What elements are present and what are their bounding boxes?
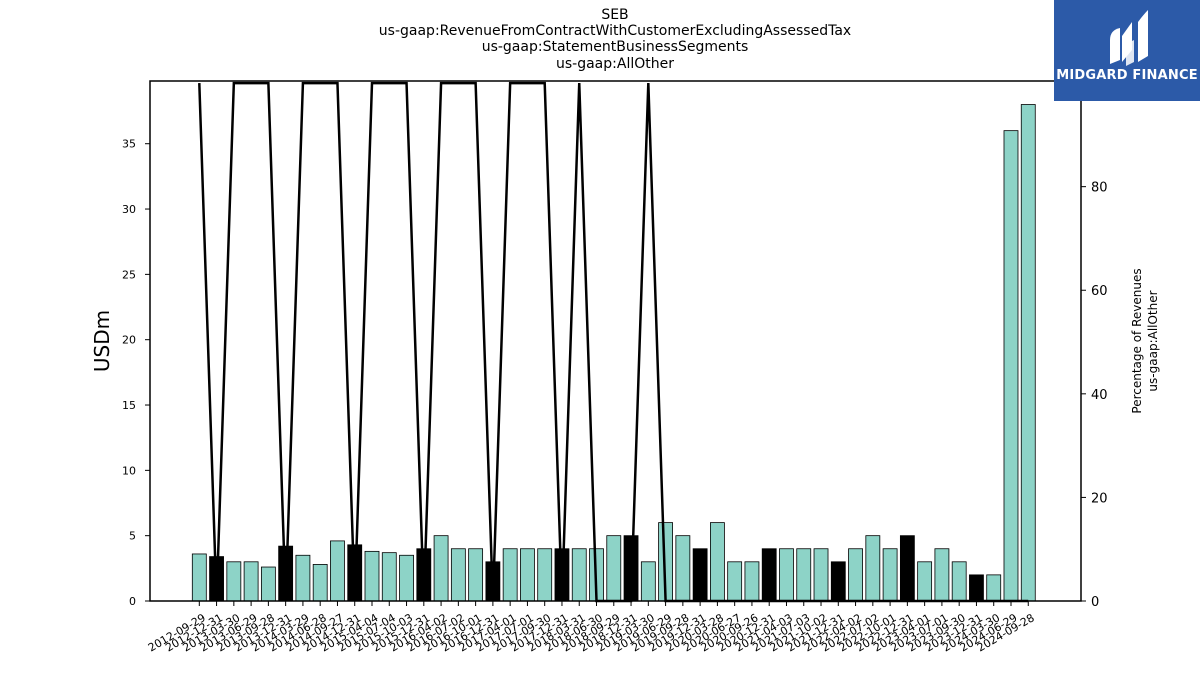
bar <box>226 561 242 602</box>
bar <box>1003 130 1019 602</box>
bar <box>899 535 915 602</box>
left-tick-label: 25 <box>122 268 136 281</box>
bar <box>951 561 967 602</box>
bar <box>606 535 622 602</box>
bar <box>191 553 207 602</box>
bar <box>640 561 656 602</box>
right-tick-label: 0 <box>1091 595 1099 610</box>
bar <box>243 561 259 602</box>
bar <box>468 548 484 602</box>
left-tick-label: 20 <box>122 334 136 347</box>
bar <box>710 522 725 602</box>
bar <box>830 561 846 602</box>
left-axis-label: USDm <box>90 310 114 372</box>
right-tick-label: 80 <box>1091 181 1108 196</box>
percentage-line <box>198 81 1029 603</box>
bar <box>934 548 950 602</box>
right-tick-label: 60 <box>1091 284 1108 299</box>
chart-subtitle-metric: us-gaap:RevenueFromContractWithCustomerE… <box>378 23 852 39</box>
left-axis-ticks: 0 5 10 15 20 25 30 35 <box>122 138 150 608</box>
bar <box>882 548 898 602</box>
chart-subtitle-axis: us-gaap:StatementBusinessSegments <box>481 39 749 55</box>
bar <box>744 561 760 602</box>
bar <box>520 548 535 602</box>
right-axis-ticks: 020406080100 <box>1081 77 1116 610</box>
right-axis-label-line1: Percentage of Revenues <box>1130 268 1144 413</box>
bar <box>502 548 518 602</box>
x-axis-ticks: 2012-09-292012-12-312013-03-302013-06-29… <box>146 601 1037 654</box>
bar <box>450 548 466 602</box>
bar <box>865 535 881 602</box>
left-tick-label: 10 <box>122 464 136 477</box>
bar <box>1020 104 1036 602</box>
left-tick-label: 30 <box>122 203 136 216</box>
bar <box>986 574 1002 602</box>
bar <box>813 548 829 602</box>
left-tick-label: 5 <box>129 530 136 543</box>
chart-subtitle-member: us-gaap:AllOther <box>556 56 674 72</box>
bar <box>537 548 553 602</box>
chart-title: SEB <box>601 7 629 23</box>
left-tick-label: 15 <box>122 399 136 412</box>
bar <box>761 548 777 602</box>
right-axis-label-line2: us-gaap:AllOther <box>1146 290 1160 391</box>
bar-series <box>191 104 1036 602</box>
logo-mark-icon <box>1110 10 1148 66</box>
logo-text: MIDGARD FINANCE <box>1056 68 1198 83</box>
bar <box>571 548 587 602</box>
bar <box>399 554 414 602</box>
plot-frame <box>149 80 1082 602</box>
left-tick-label: 0 <box>129 595 136 608</box>
bar <box>675 535 691 602</box>
right-tick-label: 20 <box>1091 491 1108 506</box>
bar <box>969 574 984 602</box>
right-tick-label: 40 <box>1091 388 1108 403</box>
bar <box>381 552 397 602</box>
bar <box>433 535 449 602</box>
bar <box>330 540 345 602</box>
bar <box>295 554 311 602</box>
bar <box>727 561 743 602</box>
bar <box>364 550 380 602</box>
bar <box>692 548 708 602</box>
bar <box>260 566 276 602</box>
brand-logo: MIDGARD FINANCE <box>1054 0 1200 101</box>
bar <box>917 561 933 602</box>
bar <box>848 548 863 602</box>
bar <box>796 548 812 602</box>
bar <box>312 564 328 602</box>
left-tick-label: 35 <box>122 138 136 151</box>
bar <box>779 548 794 602</box>
